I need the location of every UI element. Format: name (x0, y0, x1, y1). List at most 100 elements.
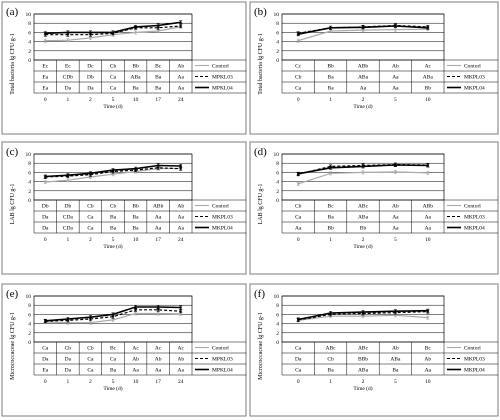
significance-letter: ABa (358, 75, 369, 81)
legend-entry: MKPL03 (464, 75, 485, 81)
data-point (179, 167, 182, 170)
significance-letter: Aa (132, 368, 139, 374)
significance-letter: Ba (133, 226, 140, 232)
significance-letter: ABc (358, 204, 369, 210)
data-point (134, 312, 137, 315)
data-point (157, 308, 160, 311)
significance-letter: Aa (392, 215, 399, 221)
significance-letter: Ea (42, 75, 48, 81)
x-tick-label: 1 (329, 379, 332, 385)
significance-letter: Ca (42, 346, 49, 352)
y-axis-label: LAB lg CFU g-1 (258, 184, 264, 225)
y-axis-label: Total bacteria lg CFU g-1 (258, 33, 264, 95)
x-tick-label: 5 (394, 237, 397, 243)
significance-letter: Ab (424, 357, 431, 363)
data-point (66, 39, 69, 42)
data-point (394, 28, 397, 31)
significance-letter: ABb (423, 204, 434, 210)
significance-letter: Ac (425, 64, 432, 70)
y-tick-label: 8 (276, 21, 279, 27)
legend-entry: Contorl (212, 204, 229, 210)
data-point (44, 319, 47, 322)
data-point (394, 163, 397, 167)
data-point (297, 318, 300, 321)
y-tick-label: 10 (26, 12, 32, 18)
significance-letter: Ec (65, 64, 71, 70)
significance-letter: Cb (295, 204, 302, 210)
significance-letter: Ab (177, 64, 184, 70)
significance-letter: Aa (178, 86, 185, 92)
significance-letter: Db (42, 204, 49, 210)
data-point (111, 173, 115, 176)
legend-entry: MPKL04 (212, 368, 233, 374)
significance-letter: Bb (132, 64, 139, 70)
significance-letter: Ca (87, 368, 94, 374)
significance-letter: Ca (87, 215, 94, 221)
data-point (329, 311, 332, 315)
y-tick-label: 6 (28, 30, 31, 36)
y-axis-label: Micrococcaceae lg CFU g-1 (258, 312, 264, 380)
significance-letter: Aa (295, 226, 302, 232)
significance-letter: ABc (326, 346, 337, 352)
data-point (111, 31, 115, 34)
x-tick-label: 10 (425, 379, 431, 385)
significance-letter: Ba (392, 368, 399, 374)
legend-entry: MKPL04 (464, 368, 485, 374)
significance-letter: Ec (42, 64, 48, 70)
panel-border (1, 283, 247, 417)
significance-letter: Db (64, 204, 71, 210)
data-point (157, 24, 160, 27)
significance-letter: Bb (327, 226, 334, 232)
significance-letter: CDa (63, 226, 74, 232)
x-tick-label: 0 (297, 379, 300, 385)
y-tick-label: 8 (276, 161, 279, 167)
panel-border (249, 1, 499, 135)
x-tick-label: 2 (89, 237, 92, 243)
legend-entry: MKPL03 (464, 357, 485, 363)
y-tick-label: 6 (276, 312, 279, 318)
y-tick-label: 10 (26, 152, 32, 158)
legend-entry: Contorl (212, 346, 229, 352)
data-point (394, 170, 397, 174)
significance-letter: Ca (295, 86, 302, 92)
data-point (329, 172, 332, 175)
panel-label: (a) (6, 6, 19, 18)
data-point (134, 308, 137, 311)
x-tick-label: 1 (66, 237, 69, 243)
y-tick-label: 2 (28, 189, 31, 195)
y-tick-label: 0 (28, 198, 31, 204)
significance-letter: Ba (328, 368, 335, 374)
data-point (44, 39, 47, 42)
legend-entry: MKPL03 (464, 215, 485, 221)
significance-letter: Ba (155, 75, 162, 81)
y-tick-label: 6 (28, 312, 31, 318)
significance-letter: Aa (178, 368, 185, 374)
legend-entry: MPKL03 (212, 357, 233, 363)
x-tick-label: 24 (178, 97, 184, 103)
significance-letter: Ca (295, 368, 302, 374)
data-point (179, 312, 182, 316)
significance-letter: Ba (110, 226, 117, 232)
data-point (179, 24, 182, 28)
legend-entry: Contorl (212, 64, 229, 70)
significance-letter: Ab (177, 357, 184, 363)
significance-letter: Aa (155, 368, 162, 374)
significance-letter: Ac (178, 346, 185, 352)
x-tick-label: 10 (133, 379, 139, 385)
significance-letter: Aa (392, 75, 399, 81)
y-axis-label: LAB lg CFU g-1 (10, 184, 16, 225)
data-point (394, 314, 397, 317)
x-tick-label: 24 (178, 237, 184, 243)
x-tick-label: 24 (178, 379, 184, 385)
x-tick-label: 1 (66, 97, 69, 103)
significance-letter: ABc (358, 346, 369, 352)
data-point (89, 36, 92, 40)
data-point (426, 309, 429, 312)
significance-letter: Cb (327, 357, 334, 363)
y-tick-label: 4 (276, 180, 279, 186)
x-tick-label: 17 (155, 237, 161, 243)
y-tick-label: 0 (28, 58, 31, 64)
